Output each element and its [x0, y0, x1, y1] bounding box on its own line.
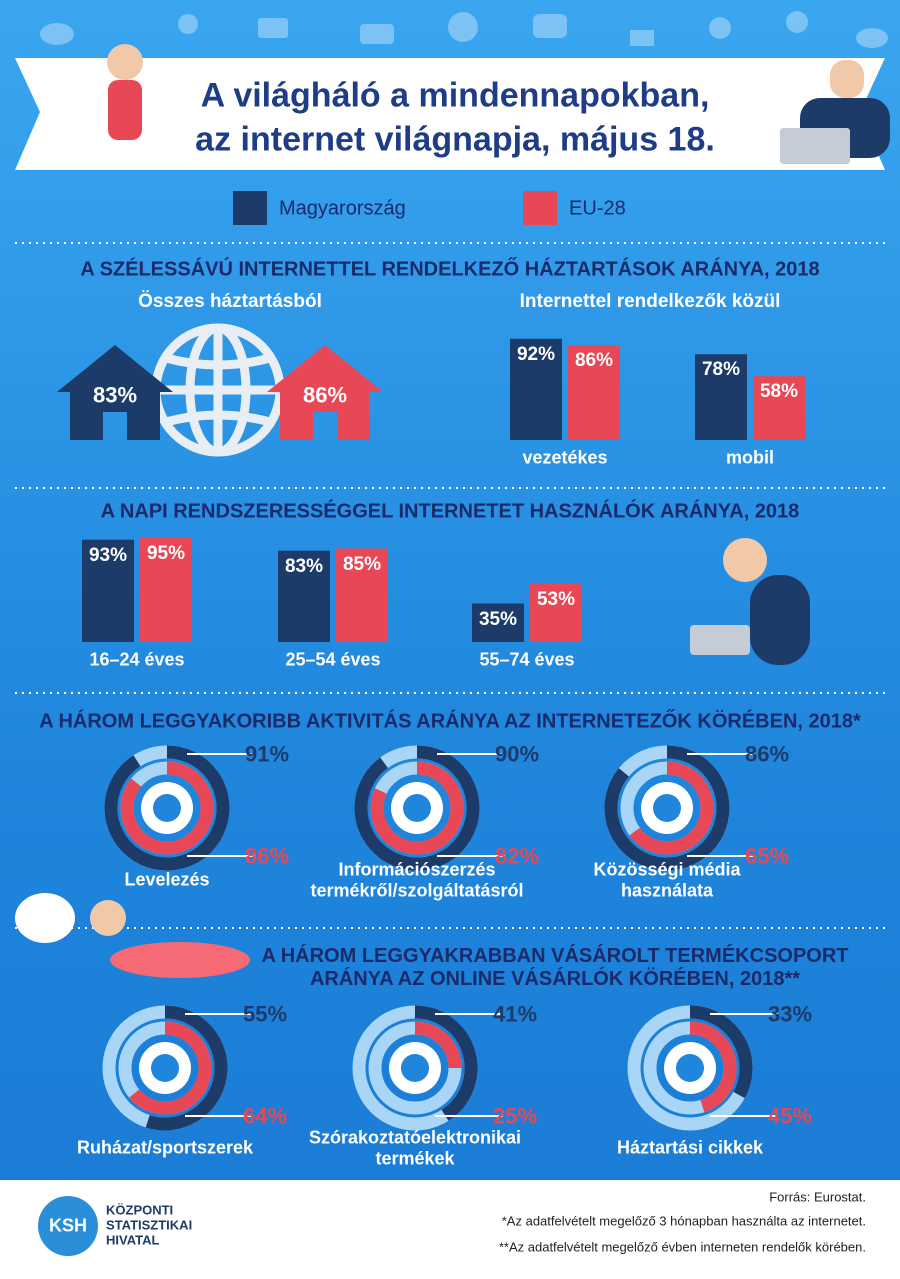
value-label: 90%: [494, 741, 540, 767]
value-label: 65%: [744, 843, 790, 869]
house: [267, 345, 383, 440]
logo-text: KSH: [48, 1215, 88, 1236]
value-label: 86%: [302, 382, 348, 408]
section-title: A NAPI RENDSZERESSÉGGEL INTERNETET HASZN…: [100, 500, 800, 523]
value-label: 91%: [244, 741, 290, 767]
value-label: 35%: [478, 608, 518, 630]
donut-icon: [676, 1054, 704, 1082]
legend-label: Magyarország: [279, 197, 406, 220]
source: Forrás: Eurostat.: [769, 1189, 866, 1205]
legend-swatch: [233, 191, 267, 225]
value-label: 25%: [492, 1103, 538, 1129]
section-title: A SZÉLESSÁVÚ INTERNETTEL RENDELKEZŐ HÁZT…: [80, 258, 820, 281]
bar: [140, 537, 192, 642]
value-label: 53%: [536, 588, 576, 610]
title: A világháló a mindennapokban,: [200, 76, 710, 115]
donut-arc: [689, 1021, 737, 1113]
donut-arc: [370, 761, 464, 855]
value-label: 93%: [88, 544, 128, 566]
bar: [753, 376, 805, 440]
bar: [82, 539, 134, 642]
section-subtitle: Összes háztartásból: [138, 291, 322, 313]
house: [57, 345, 173, 440]
value-label: 83%: [92, 382, 138, 408]
value-label: 41%: [492, 1001, 538, 1027]
category-label: 55–74 éves: [479, 649, 575, 670]
value-label: 45%: [767, 1103, 813, 1129]
separators: [15, 242, 885, 929]
legend-label: EU-28: [569, 197, 626, 220]
category-label: 25–54 éves: [285, 649, 381, 670]
category-label: Háztartási cikkek: [616, 1137, 764, 1158]
footnote: **Az adatfelvételt megelőző évben intern…: [498, 1239, 866, 1255]
top-icons: [40, 11, 888, 48]
value-label: 82%: [494, 843, 540, 869]
category-label: Információszerzés termékről/szolgáltatás…: [310, 859, 524, 900]
value-label: 55%: [242, 1001, 288, 1027]
value-label: 86%: [244, 843, 290, 869]
bar: [472, 603, 524, 642]
value-label: 95%: [146, 542, 186, 564]
logo-mark: [38, 1196, 98, 1256]
person-illustration: [15, 44, 890, 978]
donut-icon: [403, 794, 431, 822]
donut-arc: [120, 761, 214, 855]
title: az internet világnapja, május 18.: [195, 120, 715, 159]
donut-icon: [153, 794, 181, 822]
donut-icon: [151, 1054, 179, 1082]
value-label: 86%: [574, 350, 614, 372]
donut-arc: [104, 745, 230, 871]
bar: [510, 338, 562, 440]
value-label: 33%: [767, 1001, 813, 1027]
bar: [336, 548, 388, 642]
donut-arc: [414, 1005, 478, 1121]
category-label: mobil: [726, 447, 774, 468]
donut-icon: [653, 794, 681, 822]
value-label: 86%: [744, 741, 790, 767]
globe-icon: [151, 323, 285, 457]
value-label: 92%: [516, 343, 556, 365]
bar: [530, 583, 582, 642]
donut-icon: [401, 1054, 429, 1082]
legend-swatch: [523, 191, 557, 225]
footnote: *Az adatfelvételt megelőző 3 hónapban ha…: [501, 1213, 866, 1229]
donut-arc: [414, 1021, 462, 1069]
value-label: 78%: [701, 359, 741, 381]
donut-arc: [604, 745, 730, 871]
donut-arc: [145, 1005, 228, 1131]
category-label: Ruházat/sportszerek: [76, 1137, 254, 1158]
value-label: 64%: [242, 1103, 288, 1129]
donut-arc: [129, 1021, 212, 1115]
value-label: 58%: [759, 381, 799, 403]
category-label: Szórakoztatóelektronikai termékek: [308, 1127, 522, 1168]
bar: [695, 354, 747, 440]
value-label: 83%: [284, 555, 324, 577]
section-subtitle: Internettel rendelkezők közül: [519, 291, 781, 313]
footer-bg: [0, 1180, 900, 1279]
donut-arc: [629, 761, 714, 855]
section-title: A HÁROM LEGGYAKRABBAN VÁSÁROLT TERMÉKCSO…: [261, 945, 849, 990]
category-label: Közösségi média használata: [593, 859, 741, 900]
value-label: 85%: [342, 553, 382, 575]
category-label: Levelezés: [124, 869, 210, 890]
bar: [568, 345, 620, 440]
category-label: vezetékes: [522, 447, 608, 468]
donut-arc: [689, 1005, 753, 1099]
organization: KÖZPONTI STATISZTIKAI HIVATAL: [106, 1202, 193, 1248]
donut-arc: [354, 745, 480, 871]
section-title: A HÁROM LEGGYAKORIBB AKTIVITÁS ARÁNYA AZ…: [39, 710, 861, 733]
bar: [278, 550, 330, 642]
category-label: 16–24 éves: [89, 649, 185, 670]
title-banner: [15, 58, 885, 170]
